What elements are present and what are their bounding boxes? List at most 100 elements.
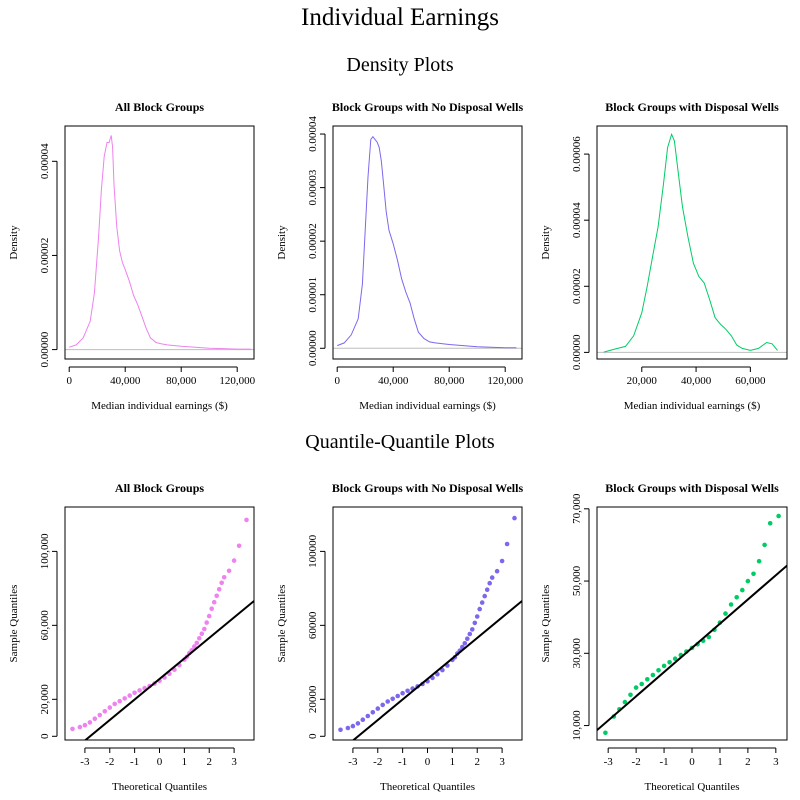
x-tick-label: -3 bbox=[80, 756, 90, 768]
qq-point bbox=[365, 713, 371, 719]
qq-point bbox=[380, 702, 386, 708]
qq-point bbox=[77, 724, 83, 730]
y-tick-label: 0.00000 bbox=[39, 331, 51, 367]
x-tick-label: 120,000 bbox=[219, 375, 255, 387]
qq-point bbox=[633, 685, 639, 690]
y-tick-label: 0.00002 bbox=[39, 238, 51, 274]
panel-title: Block Groups with No Disposal Wells bbox=[332, 100, 524, 114]
y-tick-label: 100000 bbox=[307, 534, 319, 568]
qq-point bbox=[474, 614, 480, 619]
qq-plot-1: All Block Groups -3 -2 -1 0 1 2 3 Theoretical Qu… bbox=[8, 481, 255, 793]
x-axis-label: Theoretical Quantiles bbox=[380, 781, 475, 793]
qq-reference-line bbox=[83, 600, 254, 740]
x-tick-label: 0 bbox=[334, 375, 340, 387]
y-tick-label: 0.00006 bbox=[571, 136, 583, 172]
qq-point bbox=[127, 693, 132, 698]
qq-point bbox=[97, 712, 103, 718]
qq-point bbox=[465, 636, 470, 641]
plot-area bbox=[338, 515, 522, 740]
qq-point bbox=[494, 568, 500, 574]
qq-point bbox=[214, 593, 219, 599]
y-tick-label: 60000 bbox=[307, 611, 319, 639]
qq-point bbox=[122, 696, 127, 701]
qq-section-heading: Quantile-Quantile Plots bbox=[305, 431, 495, 453]
qq-point bbox=[767, 521, 773, 526]
qq-reference-line bbox=[597, 564, 787, 731]
y-tick-label: 30,000 bbox=[571, 638, 583, 669]
qq-point bbox=[197, 636, 202, 641]
qq-point bbox=[209, 606, 214, 611]
x-axis-label: Median individual earnings ($) bbox=[91, 400, 228, 412]
qq-point bbox=[219, 580, 224, 586]
qq-point bbox=[723, 611, 728, 616]
qq-point bbox=[667, 660, 672, 665]
y-axis-label: Sample Quantiles bbox=[276, 585, 288, 663]
qq-point bbox=[199, 631, 205, 636]
qq-point bbox=[776, 513, 781, 519]
density-plot-2: Block Groups with No Disposal Wells 0 40,0… bbox=[276, 100, 524, 412]
qq-point bbox=[639, 681, 644, 687]
qq-point bbox=[477, 606, 483, 612]
qq-point bbox=[385, 699, 391, 704]
qq-reference-line bbox=[351, 600, 522, 740]
qq-point bbox=[132, 690, 137, 696]
qq-point bbox=[756, 558, 762, 564]
qq-point bbox=[482, 593, 488, 599]
density-section-heading: Density Plots bbox=[346, 54, 454, 76]
x-tick-label: 1 bbox=[450, 756, 456, 768]
plot-frame bbox=[64, 506, 255, 741]
y-tick-label: 20000 bbox=[307, 685, 319, 713]
plot-frame bbox=[596, 125, 788, 360]
panel-title: Block Groups with Disposal Wells bbox=[605, 100, 779, 114]
qq-point bbox=[137, 688, 142, 693]
x-tick-label: 0 bbox=[157, 756, 163, 768]
y-tick-label: 50,000 bbox=[571, 565, 583, 596]
density-curve bbox=[69, 135, 252, 350]
y-tick-label: 0.00004 bbox=[571, 202, 583, 238]
qq-point bbox=[206, 613, 212, 619]
plot-frame bbox=[64, 125, 255, 360]
qq-point bbox=[762, 542, 767, 548]
qq-point bbox=[355, 721, 361, 726]
x-tick-label: 0 bbox=[66, 375, 72, 387]
plot-area bbox=[70, 517, 254, 740]
qq-point bbox=[462, 641, 468, 646]
x-tick-label: 120,000 bbox=[487, 375, 523, 387]
x-tick-label: -2 bbox=[632, 756, 641, 768]
x-tick-label: 3 bbox=[231, 756, 237, 768]
plot-area bbox=[333, 135, 522, 349]
qq-point bbox=[628, 692, 633, 698]
x-tick-label: -1 bbox=[130, 756, 139, 768]
qq-point bbox=[470, 627, 475, 632]
y-axis-label: Density bbox=[276, 225, 288, 260]
qq-plot-3: Block Groups with Disposal Wells -3 -2 -1 0 1… bbox=[540, 481, 788, 793]
y-tick-label: 0 bbox=[39, 733, 51, 739]
x-tick-label: -3 bbox=[348, 756, 358, 768]
qq-point bbox=[204, 620, 209, 625]
plot-frame bbox=[332, 125, 523, 360]
qq-point bbox=[472, 620, 478, 626]
x-tick-label: -3 bbox=[604, 756, 614, 768]
panel-title: Block Groups with Disposal Wells bbox=[605, 481, 779, 495]
x-axis-label: Theoretical Quantiles bbox=[112, 781, 207, 793]
qq-point bbox=[216, 587, 222, 592]
y-axis-label: Sample Quantiles bbox=[540, 585, 552, 663]
qq-point bbox=[751, 571, 756, 577]
y-tick-label: 0 bbox=[307, 733, 319, 739]
qq-point bbox=[202, 626, 207, 632]
qq-point bbox=[87, 720, 93, 725]
qq-point bbox=[70, 726, 75, 732]
qq-point bbox=[650, 672, 656, 678]
qq-point bbox=[82, 722, 88, 728]
qq-point bbox=[512, 515, 517, 521]
page-title: Individual Earnings bbox=[301, 4, 499, 31]
qq-point bbox=[92, 716, 98, 721]
y-tick-label: 0.00004 bbox=[39, 143, 51, 179]
qq-point bbox=[603, 730, 608, 736]
qq-point bbox=[390, 696, 396, 702]
density-curve bbox=[337, 135, 517, 349]
y-tick-label: 20,000 bbox=[39, 684, 51, 715]
qq-point bbox=[672, 656, 678, 661]
x-tick-label: 2 bbox=[206, 756, 212, 768]
